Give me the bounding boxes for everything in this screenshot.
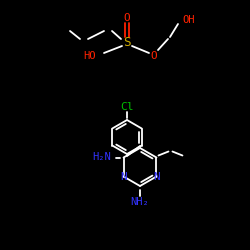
Text: N: N xyxy=(120,172,127,181)
Text: S: S xyxy=(123,36,131,49)
Text: HO: HO xyxy=(83,51,95,61)
Text: Cl: Cl xyxy=(120,102,134,112)
Text: O: O xyxy=(150,51,158,61)
Text: NH₂: NH₂ xyxy=(130,197,150,207)
Text: OH: OH xyxy=(183,15,195,25)
Text: N: N xyxy=(153,172,160,181)
Text: H₂N: H₂N xyxy=(92,152,111,162)
Text: O: O xyxy=(124,13,130,23)
